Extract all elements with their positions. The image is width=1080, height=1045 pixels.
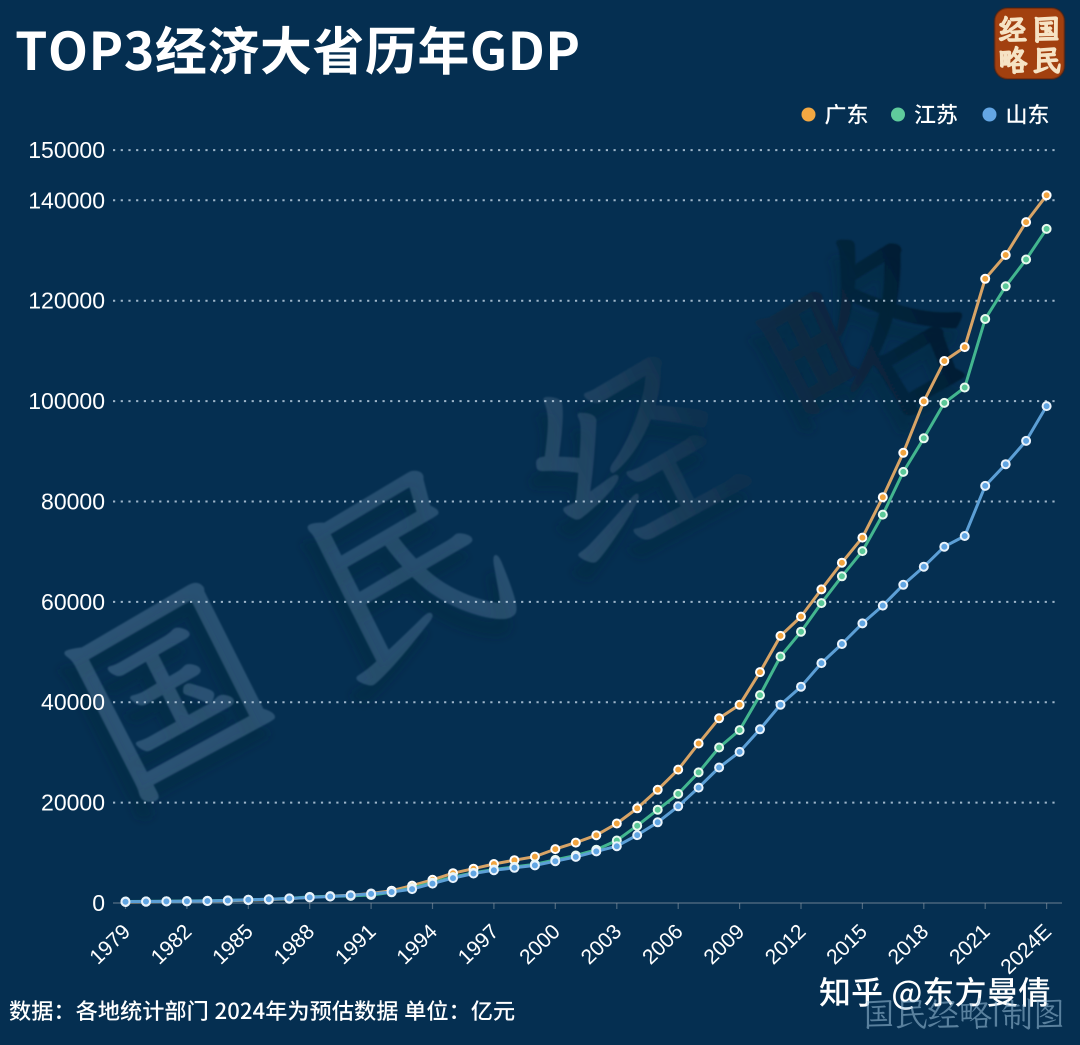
svg-text:60000: 60000 [41,589,105,615]
svg-text:80000: 80000 [41,489,105,515]
svg-text:140000: 140000 [28,187,105,213]
svg-text:0: 0 [92,890,105,916]
svg-text:150000: 150000 [28,137,105,163]
svg-text:20000: 20000 [41,790,105,816]
svg-text:120000: 120000 [28,288,105,314]
svg-text:40000: 40000 [41,689,105,715]
svg-text:100000: 100000 [28,388,105,414]
